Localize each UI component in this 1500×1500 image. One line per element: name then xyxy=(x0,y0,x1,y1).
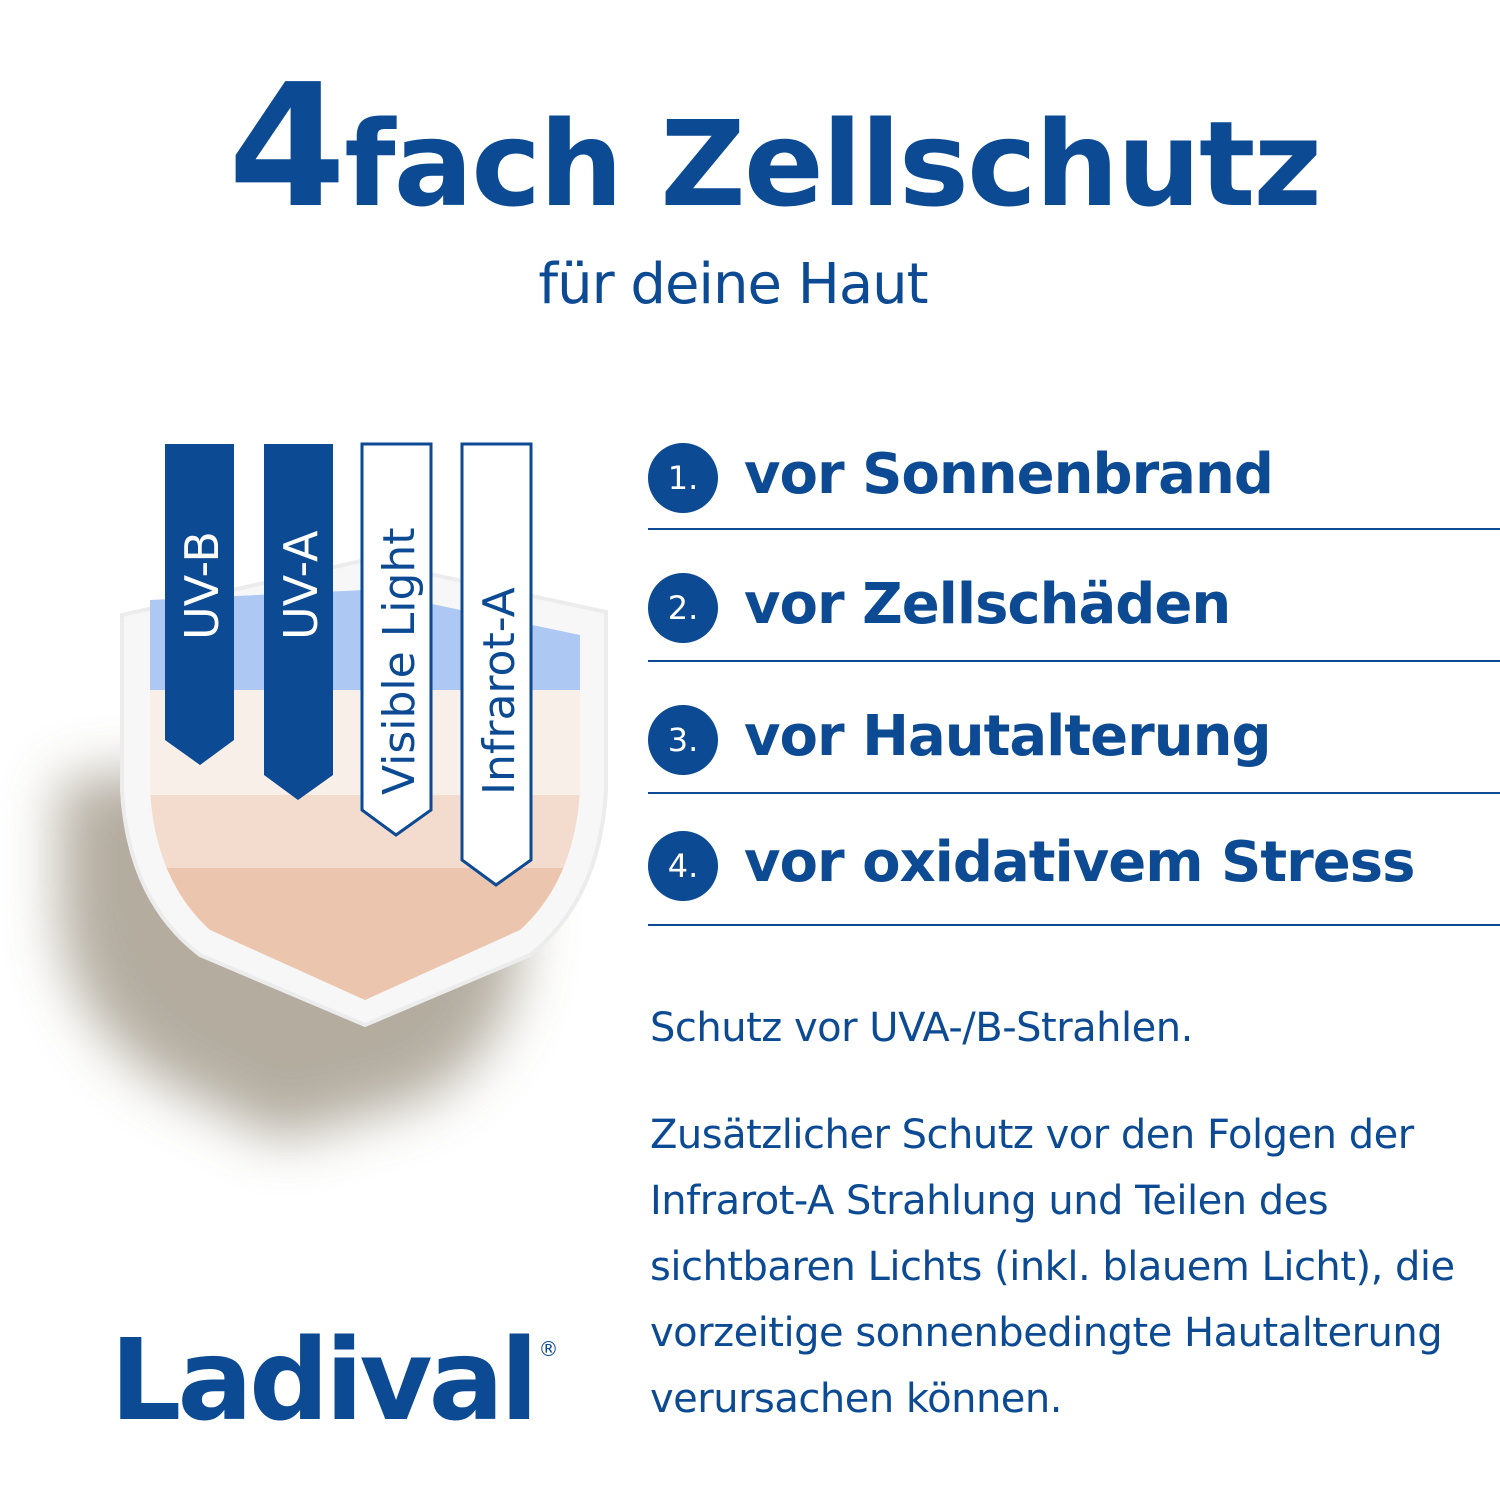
benefit-text: vor oxidativem Stress xyxy=(744,830,1415,895)
band-label: UV-B xyxy=(175,531,229,640)
band-infrarot-a: Infrarot-A xyxy=(460,442,533,887)
benefit-text: vor Zellschäden xyxy=(744,572,1231,637)
number-badge: 2. xyxy=(648,573,718,643)
benefit-item: 2. vor Zellschäden xyxy=(648,528,1500,662)
page-subtitle: für deine Haut xyxy=(538,252,928,317)
benefit-text: vor Sonnenbrand xyxy=(744,442,1274,507)
number-badge: 4. xyxy=(648,831,718,901)
page-title: 4fach Zellschutz xyxy=(228,62,1322,234)
shield-illustration: UV-B UV-A Visible Light Infrarot-A xyxy=(60,442,608,1140)
number-badge: 1. xyxy=(648,443,718,513)
benefit-text: vor Hautalterung xyxy=(744,704,1272,769)
benefit-item: 4. vor oxidativem Stress xyxy=(648,792,1500,926)
description-uv: Schutz vor UVA-/B-Strahlen. xyxy=(650,1005,1193,1051)
band-label: UV-A xyxy=(274,530,328,640)
ladival-logo: Ladival ® xyxy=(110,1325,558,1437)
title-number: 4 xyxy=(228,48,346,246)
band-label: Infrarot-A xyxy=(474,587,525,795)
band-label: Visible Light xyxy=(374,527,425,795)
number-badge: 3. xyxy=(648,705,718,775)
benefit-item: 1. vor Sonnenbrand xyxy=(648,396,1500,530)
title-text: fach Zellschutz xyxy=(344,95,1322,233)
band-uvb: UV-B xyxy=(165,444,234,765)
band-uva: UV-A xyxy=(264,444,333,800)
registered-mark: ® xyxy=(538,1337,559,1361)
band-visible-light: Visible Light xyxy=(360,442,433,837)
description-infrared: Zusätzlicher Schutz vor den Folgen der I… xyxy=(650,1112,1455,1422)
logo-text: Ladival xyxy=(110,1316,538,1446)
benefit-item: 3. vor Hautalterung xyxy=(648,660,1500,794)
